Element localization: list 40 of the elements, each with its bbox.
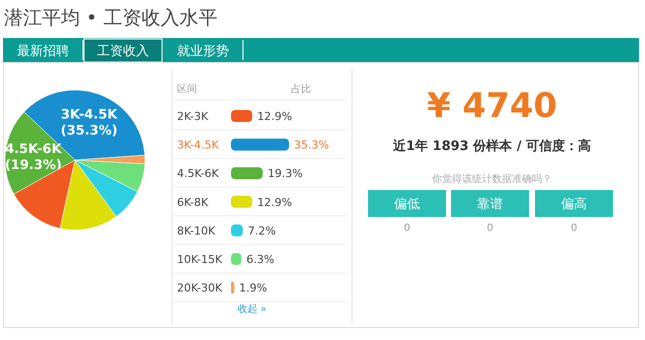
data-label: 0 [570,223,578,234]
data-label: (19.3%) [4,158,62,173]
text: ¥ 4740 [426,86,558,126]
bar [231,282,234,294]
y-tick-label: 4.5K-6K [177,167,220,180]
category-label: 就业形势 [177,44,229,59]
category-label: 靠谱 [477,197,503,212]
data-label: (35.3%) [60,123,118,138]
bar [231,110,252,122]
text: 潜江平均 • 工资收入水平 [4,7,218,29]
x-axis-title: 占比 [291,83,311,95]
data-label: 12.9% [257,196,292,209]
y-axis-title: 区间 [177,83,197,95]
slice-label: 4.5K-6K [5,142,62,157]
bar [231,138,289,151]
y-tick-label: 6K-8K [177,196,210,209]
data-label: 1.9% [239,282,268,295]
bar [231,196,252,208]
y-tick-label: 2K-3K [177,110,210,123]
data-label: 0 [486,223,494,234]
y-tick-label: 10K-15K [177,253,224,266]
data-label: 6.3% [246,253,274,266]
text: 收起 » [237,303,267,315]
category-label: 偏高 [561,196,587,212]
data-label: 19.3% [268,167,303,180]
category-label: 偏低 [394,197,420,212]
y-tick-label: 3K-4.5K [177,138,220,152]
data-label: 12.9% [257,110,292,123]
bar [231,167,263,180]
category-label: 工资收入 [97,44,149,59]
text: 近1年 1893 份样本 / 可信度：高 [392,138,592,154]
data-label: 35.3% [294,138,329,152]
y-tick-label: 20K-30K [177,282,224,295]
text: 你觉得该统计数据准确吗？ [432,173,552,185]
category-label: 最新招聘 [17,44,69,59]
slice-label: 3K-4.5K [60,107,118,122]
data-label: 7.2% [248,224,276,238]
bar [231,224,243,236]
data-label: 0 [404,223,410,234]
y-tick-label: 8K-10K [177,224,216,238]
